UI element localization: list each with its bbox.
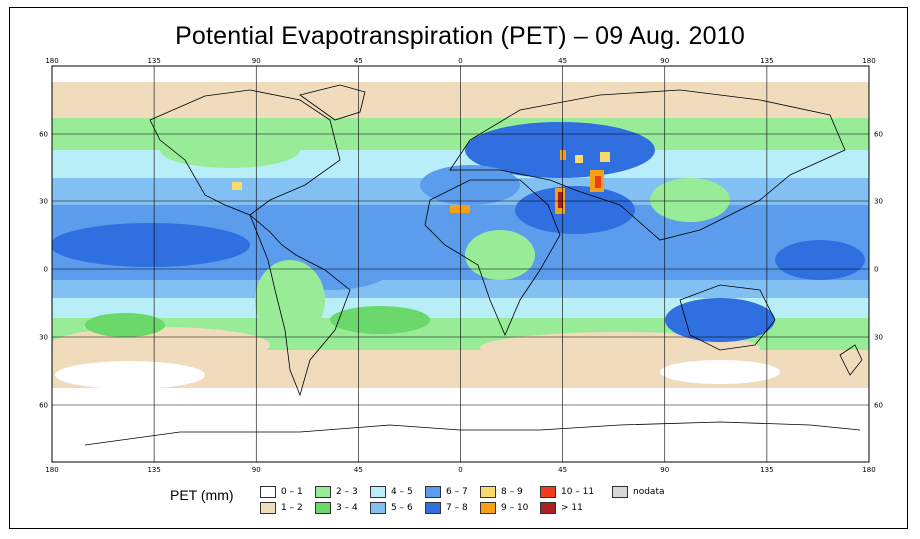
coastlines (84, 84, 863, 446)
hotspot-caspian-1 (560, 150, 566, 160)
patch-east-pacific-deepblue (775, 240, 865, 280)
patch-asia-green (650, 178, 730, 222)
legend-title: PET (mm) (170, 487, 234, 503)
lat-tick-left: 60 (39, 402, 48, 410)
legend-label: 8 – 9 (501, 487, 523, 497)
patch-north-america-green (160, 132, 300, 168)
legend-label: 9 – 10 (501, 503, 529, 513)
patch-pacific-deepblue (52, 223, 250, 267)
hotspot-iran-max (595, 176, 601, 188)
legend-label: > 11 (561, 503, 583, 513)
legend-swatch (370, 486, 386, 498)
hotspot-arabia-max (558, 192, 563, 208)
hotspot-us-southwest (232, 182, 242, 190)
figure-frame (9, 7, 908, 529)
patch-south-atlantic-green (330, 306, 430, 334)
map-title: Potential Evapotranspiration (PET) – 09 … (175, 22, 745, 50)
legend-swatch (315, 486, 331, 498)
legend-swatch (480, 502, 496, 514)
lat-tick-right: 60 (874, 402, 883, 410)
legend-label: 3 – 4 (336, 503, 358, 513)
lat-tick-left: 30 (39, 334, 48, 342)
lon-tick-bottom: 45 (558, 466, 567, 474)
axis-ticks: 180 180 135 135 90 90 45 45 0 0 45 45 90 90 135 135 180 1… (39, 57, 883, 474)
lon-tick-top: 90 (252, 57, 261, 65)
legend-label: 5 – 6 (391, 503, 413, 513)
patch-indian-tan (480, 332, 760, 364)
lon-tick-bottom: 45 (354, 466, 363, 474)
graticule (52, 66, 869, 462)
patch-sahara-blue (420, 165, 520, 205)
legend-label: 0 – 1 (281, 487, 303, 497)
legend-swatch (260, 502, 276, 514)
lon-tick-bottom: 90 (660, 466, 669, 474)
legend-label: nodata (633, 487, 665, 497)
legend-label: 10 – 11 (561, 487, 595, 497)
legend-label: 6 – 7 (446, 487, 468, 497)
patch-south-white-w (55, 361, 205, 389)
hotspot-caspian-2 (575, 155, 583, 163)
legend-swatch (425, 502, 441, 514)
patch-south-pacific-tan (52, 327, 270, 363)
legend-swatch (370, 502, 386, 514)
legend-label: 4 – 5 (391, 487, 413, 497)
lon-tick-bottom: 135 (760, 466, 773, 474)
patch-south-pacific-green (85, 313, 165, 337)
legend-swatch (480, 486, 496, 498)
lat-tick-right: 30 (874, 334, 883, 342)
lon-tick-bottom: 90 (252, 466, 261, 474)
lon-tick-bottom: 0 (458, 466, 462, 474)
lon-tick-top: 180 (45, 57, 58, 65)
lon-tick-bottom: 135 (147, 466, 160, 474)
lon-tick-top: 180 (862, 57, 875, 65)
legend-label: 7 – 8 (446, 503, 468, 513)
hotspot-sahara (450, 205, 470, 213)
lat-tick-right: 0 (874, 266, 878, 274)
map-field (52, 66, 869, 462)
legend-label: 1 – 2 (281, 503, 303, 513)
legend-swatch (540, 502, 556, 514)
lon-tick-top: 45 (558, 57, 567, 65)
lat-tick-left: 30 (39, 198, 48, 206)
legend-swatch (540, 486, 556, 498)
legend-swatch (425, 486, 441, 498)
lat-tick-right: 30 (874, 198, 883, 206)
legend-swatch (612, 486, 628, 498)
lat-tick-right: 60 (874, 131, 883, 139)
patch-arabia-deepblue (515, 186, 635, 234)
lon-tick-top: 135 (760, 57, 773, 65)
legend-swatch (260, 486, 276, 498)
lon-tick-top: 135 (147, 57, 160, 65)
patch-south-america-green (255, 260, 325, 340)
lat-tick-left: 60 (39, 131, 48, 139)
lon-tick-bottom: 180 (45, 466, 58, 474)
patch-africa-green (465, 230, 535, 280)
legend-swatch (315, 502, 331, 514)
lon-tick-top: 45 (354, 57, 363, 65)
lat-tick-left: 0 (44, 266, 48, 274)
lon-tick-top: 90 (660, 57, 669, 65)
lon-tick-bottom: 180 (862, 466, 875, 474)
lon-tick-top: 0 (458, 57, 462, 65)
legend-label: 2 – 3 (336, 487, 358, 497)
hotspot-central-asia (600, 152, 610, 162)
patch-south-white-e (660, 360, 780, 384)
patch-australia-deepblue (665, 298, 775, 342)
